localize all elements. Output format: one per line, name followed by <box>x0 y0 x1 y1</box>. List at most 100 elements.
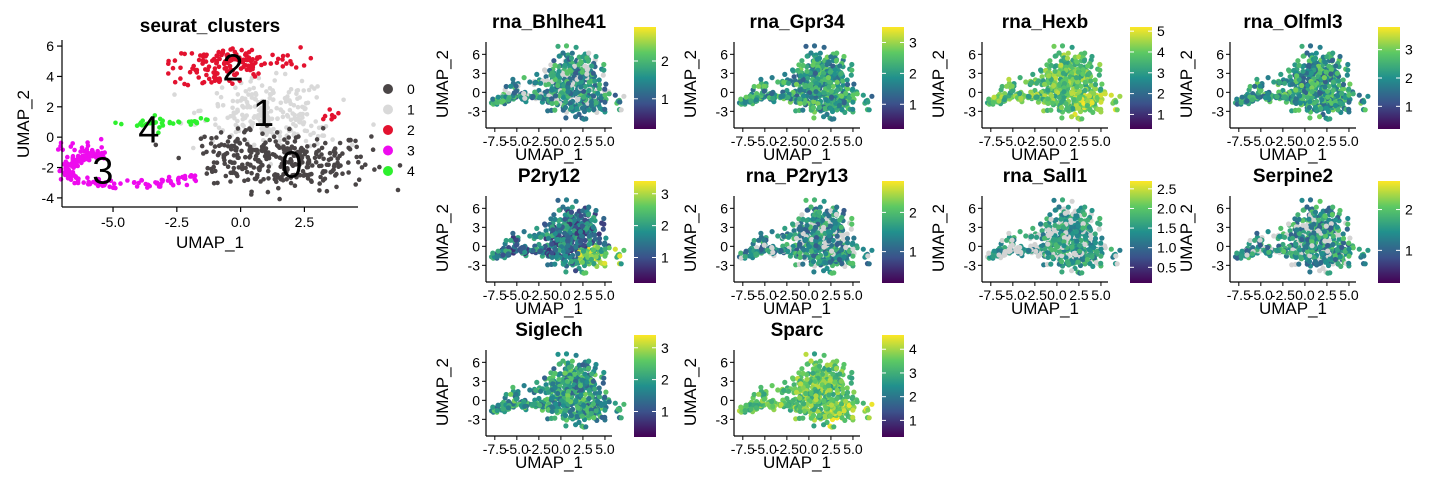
legend-swatch-1 <box>383 104 393 115</box>
cell-point-cluster-0 <box>264 156 269 162</box>
feature-point <box>1345 61 1351 68</box>
feature-point <box>1092 81 1099 88</box>
feature-point <box>593 100 599 106</box>
cell-point-cluster-2 <box>322 113 328 119</box>
cell-point-cluster-1 <box>247 87 252 92</box>
cell-point-cluster-0 <box>214 135 219 140</box>
cell-point-cluster-0 <box>353 182 359 187</box>
cell-point-cluster-3 <box>60 147 65 153</box>
feature-point <box>1017 90 1023 97</box>
feature-point <box>543 74 549 80</box>
feature-point <box>821 268 827 274</box>
feature-point <box>621 247 627 253</box>
feature-point <box>549 87 555 93</box>
cell-point-cluster-1 <box>268 108 274 114</box>
feature-point <box>565 89 571 95</box>
feature-point <box>1089 100 1095 106</box>
feature-point <box>602 240 608 246</box>
cell-point-cluster-3 <box>113 185 118 191</box>
feature-point <box>785 248 791 254</box>
feature-point <box>1244 98 1250 104</box>
cell-point-cluster-0 <box>340 171 345 176</box>
feature-point <box>865 99 871 105</box>
cell-point-cluster-2 <box>170 65 176 71</box>
cell-point-cluster-2 <box>230 46 235 51</box>
cell-point-cluster-0 <box>306 157 312 163</box>
cell-point-cluster-3 <box>99 181 105 187</box>
feature-point <box>563 115 569 121</box>
cell-point-cluster-0 <box>338 163 343 168</box>
cell-point-cluster-1 <box>294 88 300 93</box>
feature-point <box>521 229 527 235</box>
feature-point <box>513 237 519 243</box>
feature-point <box>1075 69 1081 75</box>
cell-point-cluster-3 <box>94 155 99 160</box>
cell-point-cluster-2 <box>234 52 239 57</box>
feature-point <box>1080 71 1086 77</box>
cell-point-cluster-0 <box>277 155 283 160</box>
cell-point-cluster-0 <box>313 160 319 165</box>
cell-point-cluster-0 <box>316 148 322 153</box>
feature-point <box>579 259 586 265</box>
cell-point-cluster-0 <box>321 156 326 162</box>
cell-point-cluster-1 <box>300 111 306 117</box>
cell-point-cluster-4 <box>148 120 154 126</box>
feature-point <box>578 59 584 65</box>
cell-point-cluster-0 <box>213 168 218 174</box>
feature-point <box>1271 79 1277 85</box>
cell-point-cluster-1 <box>245 105 250 110</box>
cell-point-cluster-0 <box>227 134 232 140</box>
feature-point <box>1089 53 1095 60</box>
feature-point <box>810 216 816 222</box>
feature-point <box>565 81 572 87</box>
feature-point <box>533 79 539 85</box>
feature-point <box>1317 44 1323 50</box>
feature-point <box>812 70 819 76</box>
feature-point <box>1277 79 1283 85</box>
cell-point-cluster-0 <box>225 164 231 169</box>
feature-point <box>561 82 567 89</box>
cell-point-cluster-2 <box>327 107 333 112</box>
cell-point-cluster-2 <box>203 54 208 59</box>
feature-point <box>797 241 803 247</box>
feature-point <box>850 86 856 92</box>
feature-point <box>513 83 519 89</box>
feature-panel-rna_Hexb: rna_Hexb-7.5-5.0-2.5 0.0 2.5 5.0-3036UMAP_1… <box>929 12 1165 164</box>
cell-point-cluster-3 <box>81 180 86 185</box>
cell-point-cluster-2 <box>217 78 223 83</box>
feature-point <box>542 67 548 73</box>
feature-point <box>1336 78 1342 84</box>
feature-point <box>1004 83 1010 89</box>
feature-point <box>843 244 849 250</box>
cell-point-cluster-2 <box>238 66 244 71</box>
feature-point <box>1034 80 1040 86</box>
cell-point-cluster-2 <box>240 59 245 65</box>
feature-point <box>590 93 597 99</box>
colorbar-tick-label: 1 <box>1405 98 1413 114</box>
feature-point <box>826 59 832 65</box>
cell-point-cluster-1 <box>235 92 241 97</box>
feature-point <box>1079 116 1085 122</box>
feature-point <box>849 61 855 68</box>
feature-point <box>844 77 850 83</box>
cell-point-cluster-3 <box>57 168 62 174</box>
cell-point-cluster-0 <box>232 160 237 165</box>
feature-point <box>825 229 832 235</box>
cell-point-cluster-0 <box>322 176 328 182</box>
feature-point <box>770 249 776 255</box>
feature-point <box>1051 43 1057 49</box>
cell-point-cluster-1 <box>246 92 251 97</box>
feature-x-title: UMAP_1 <box>1259 145 1327 164</box>
feature-point <box>832 71 838 77</box>
cell-point-cluster-0 <box>228 147 234 152</box>
feature-point <box>1249 97 1255 103</box>
feature-point <box>823 97 829 103</box>
feature-point <box>781 233 787 239</box>
cell-point-cluster-0 <box>202 134 207 140</box>
feature-point <box>804 222 810 228</box>
cell-point-cluster-2 <box>227 63 233 69</box>
feature-point <box>552 216 558 222</box>
cluster-label-4: 4 <box>138 110 159 152</box>
cell-point-cluster-3 <box>84 147 90 152</box>
cell-point-cluster-1 <box>172 92 177 97</box>
